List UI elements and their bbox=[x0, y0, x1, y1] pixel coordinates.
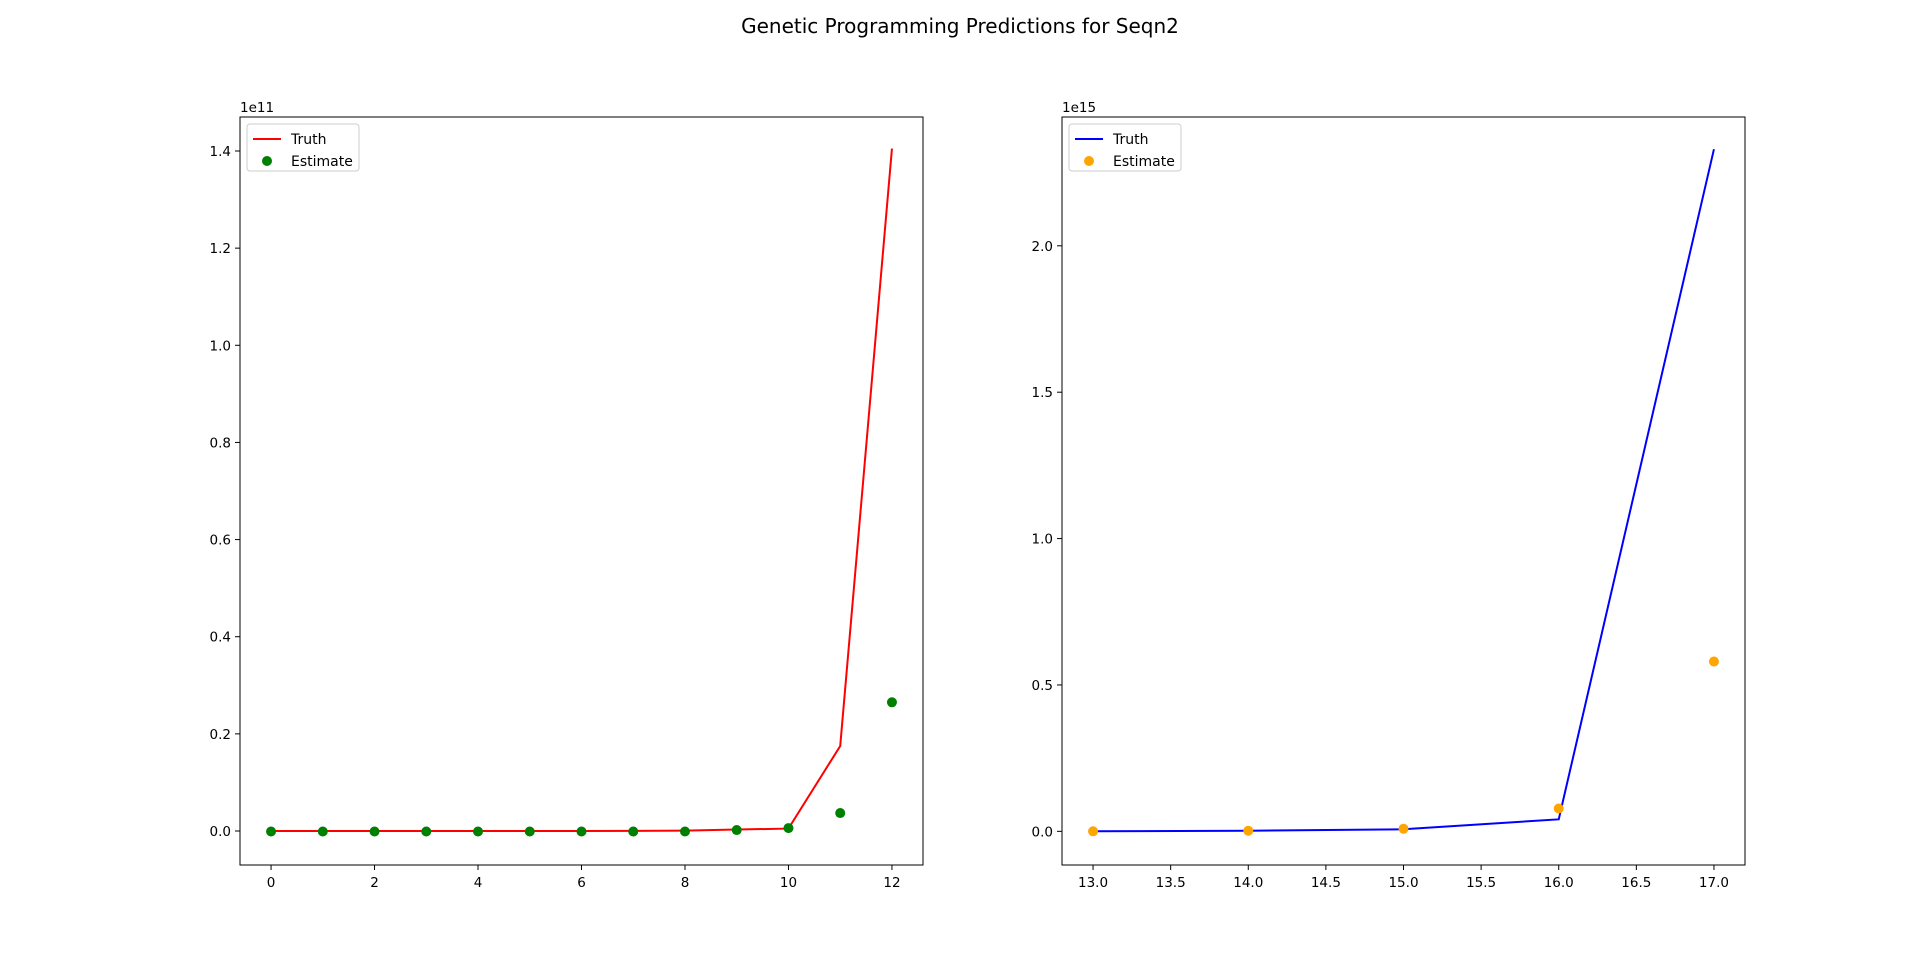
series-point-estimate bbox=[1708, 656, 1719, 667]
x-tick-label: 0 bbox=[267, 875, 276, 891]
series-point-estimate bbox=[1553, 803, 1564, 814]
y-tick-label: 0.0 bbox=[1032, 824, 1053, 840]
x-tick-label: 15.5 bbox=[1466, 875, 1496, 891]
subplot-2: 13.0 13.5 14.0 14.5 15.0 15.5 16.0 16.5 17.0 0.0 0… bbox=[1032, 100, 1746, 891]
series-point-estimate bbox=[835, 808, 846, 819]
series-point-estimate bbox=[576, 826, 587, 837]
x-tick-label: 14.5 bbox=[1311, 875, 1341, 891]
axes-frame bbox=[1061, 116, 1746, 866]
legend-box bbox=[246, 123, 360, 172]
series-point-estimate bbox=[1088, 826, 1099, 837]
x-tick-label: 4 bbox=[474, 875, 483, 891]
x-tick-label: 13.5 bbox=[1156, 875, 1186, 891]
y-tick-label: 0.6 bbox=[210, 533, 231, 549]
axes-frame bbox=[239, 116, 924, 866]
x-tick-label: 10 bbox=[780, 875, 797, 891]
series-point-estimate bbox=[731, 825, 742, 836]
x-tick-label: 13.0 bbox=[1078, 875, 1108, 891]
series-point-estimate bbox=[266, 826, 277, 837]
subplot-1: 0 2 4 6 8 10 12 0.0 0.2 0.4 0.6 0.8 1.0 1.2 1.4 1e11 Tru… bbox=[210, 100, 924, 891]
x-tick-label: 2 bbox=[370, 875, 379, 891]
y-tick-label: 2.0 bbox=[1032, 239, 1053, 255]
y-tick-label: 1.2 bbox=[210, 241, 231, 257]
y-tick-label: 0.2 bbox=[210, 727, 231, 743]
x-tick-label: 14.0 bbox=[1233, 875, 1263, 891]
legend-swatch-estimate bbox=[1084, 156, 1094, 166]
series-point-estimate bbox=[369, 826, 380, 837]
legend-label-truth: Truth bbox=[1112, 132, 1149, 148]
y-tick-label: 0.4 bbox=[210, 630, 231, 646]
series-point-estimate bbox=[421, 826, 432, 837]
axis-offset-label: 1e11 bbox=[240, 100, 274, 116]
legend-label-estimate: Estimate bbox=[291, 154, 353, 170]
series-point-estimate bbox=[783, 823, 794, 834]
series-line-truth bbox=[271, 148, 893, 832]
legend-label-truth: Truth bbox=[290, 132, 327, 148]
y-tick-label: 0.0 bbox=[210, 824, 231, 840]
legend: Truth Estimate bbox=[1068, 123, 1182, 172]
series-point-estimate bbox=[886, 697, 897, 708]
legend-box bbox=[1068, 123, 1182, 172]
x-tick-label: 8 bbox=[681, 875, 690, 891]
figure-title: Genetic Programming Predictions for Seqn… bbox=[741, 14, 1179, 38]
x-tick-label: 15.0 bbox=[1388, 875, 1418, 891]
legend-label-estimate: Estimate bbox=[1113, 154, 1175, 170]
axis-offset-label: 1e15 bbox=[1062, 100, 1096, 116]
series-point-estimate bbox=[1398, 823, 1409, 834]
x-tick-label: 12 bbox=[883, 875, 900, 891]
x-tick-label: 17.0 bbox=[1699, 875, 1729, 891]
y-tick-label: 1.5 bbox=[1032, 385, 1053, 401]
y-tick-label: 1.0 bbox=[1032, 532, 1053, 548]
series-point-estimate bbox=[524, 826, 535, 837]
series-point-estimate bbox=[1243, 825, 1254, 836]
x-tick-label: 16.5 bbox=[1621, 875, 1651, 891]
y-tick-label: 0.5 bbox=[1032, 678, 1053, 694]
legend-swatch-estimate bbox=[262, 156, 272, 166]
y-tick-label: 1.4 bbox=[210, 144, 231, 160]
y-tick-label: 1.0 bbox=[210, 338, 231, 354]
series-point-estimate bbox=[679, 826, 690, 837]
x-tick-label: 6 bbox=[577, 875, 586, 891]
y-tick-label: 0.8 bbox=[210, 435, 231, 451]
series-point-estimate bbox=[473, 826, 484, 837]
series-point-estimate bbox=[317, 826, 328, 837]
legend: Truth Estimate bbox=[246, 123, 360, 172]
x-tick-label: 16.0 bbox=[1544, 875, 1574, 891]
series-line-truth bbox=[1093, 148, 1715, 833]
series-point-estimate bbox=[628, 826, 639, 837]
